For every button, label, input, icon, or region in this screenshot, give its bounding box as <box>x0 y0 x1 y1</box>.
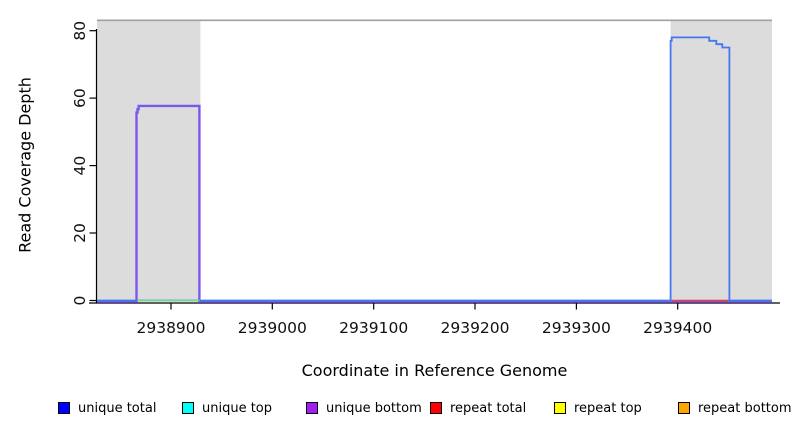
x-tick-label: 2939100 <box>339 319 408 337</box>
x-axis-title: Coordinate in Reference Genome <box>301 361 568 380</box>
y-tick-label: 20 <box>71 223 89 243</box>
masked-region-right <box>670 20 772 302</box>
y-axis-title: Read Coverage Depth <box>15 77 35 253</box>
legend-swatch-repeat-total-icon <box>430 402 442 414</box>
legend-item-repeat-top: repeat top <box>554 399 642 417</box>
legend-swatch-repeat-top-icon <box>554 402 566 414</box>
legend-label: unique top <box>202 400 273 416</box>
legend-swatch-unique-top-icon <box>182 402 194 414</box>
x-tick-label: 2939400 <box>643 319 712 337</box>
legend-swatch-unique-bottom-icon <box>306 402 318 414</box>
legend-label: repeat total <box>450 400 527 416</box>
y-tick-label: 0 <box>71 296 89 306</box>
legend-label: unique total <box>78 400 157 416</box>
legend-item-unique-top: unique top <box>182 399 272 417</box>
x-tick-label: 2938900 <box>136 319 205 337</box>
series-unique-total <box>97 36 772 302</box>
masked-region-left <box>97 20 201 302</box>
series-unique-bottom <box>97 104 772 303</box>
x-tick-label: 2939000 <box>238 319 307 337</box>
x-tick-label: 2939200 <box>440 319 509 337</box>
legend-item-unique-bottom: unique bottom <box>306 399 422 417</box>
legend-item-repeat-bottom: repeat bottom <box>678 399 792 417</box>
legend-item-unique-total: unique total <box>58 399 156 417</box>
y-tick-label: 40 <box>71 156 89 176</box>
legend-label: repeat bottom <box>698 400 792 416</box>
legend-label: repeat top <box>574 400 642 416</box>
legend-swatch-repeat-bottom-icon <box>678 402 690 414</box>
chart-legend: unique total unique top unique bottom repea… <box>0 399 792 419</box>
legend-item-repeat-total: repeat total <box>430 399 526 417</box>
y-tick-label: 80 <box>71 21 89 41</box>
legend-label: unique bottom <box>326 400 422 416</box>
x-tick-label: 2939300 <box>542 319 611 337</box>
legend-swatch-unique-total-icon <box>58 402 70 414</box>
y-tick-label: 60 <box>71 88 89 108</box>
